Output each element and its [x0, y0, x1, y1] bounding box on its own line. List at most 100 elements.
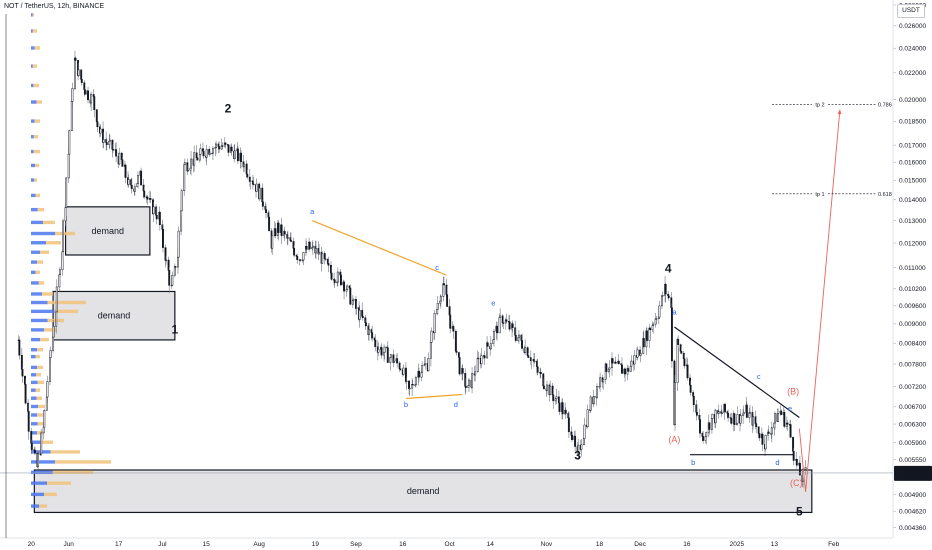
candle-body: [508, 321, 511, 330]
candle-body: [102, 139, 105, 143]
candle-body: [430, 330, 433, 343]
volume-profile-bar-buy: [31, 440, 41, 444]
volume-profile-bar-buy: [31, 119, 35, 123]
target-label-bg: [812, 101, 828, 108]
candle-body: [283, 231, 286, 235]
candle-body: [133, 186, 136, 192]
candle-body: [627, 368, 630, 372]
candle-body: [686, 364, 689, 379]
candle-body: [349, 287, 352, 305]
candle-body: [517, 334, 520, 339]
candle-body: [446, 294, 449, 307]
candle-body: [224, 142, 227, 145]
candle-body: [74, 57, 77, 61]
candle-body: [424, 363, 427, 365]
candle-body: [90, 94, 93, 104]
symbol-title[interactable]: NOT / TetherUS, 12h, BINANCE: [4, 3, 105, 10]
volume-profile-bar-buy: [31, 354, 36, 359]
volume-profile-bar-buy: [31, 149, 34, 154]
time-axis: 20 Jun 17 Jul 15 Aug 19 Sep 16 Oct 14 Nov 18 Dec 16 202…: [0, 537, 893, 548]
candle-body: [371, 332, 374, 339]
current-price-value: 0.005295: [899, 467, 926, 474]
candle-body: [792, 450, 795, 461]
price-tick-label: 0.017000: [899, 142, 926, 149]
candle-body: [555, 396, 558, 400]
candle-body: [486, 342, 489, 347]
candle-body: [336, 271, 339, 283]
candle-body: [186, 169, 189, 172]
volume-profile-bar-buy: [31, 292, 42, 296]
candle-body: [661, 295, 664, 297]
volume-profile-bar-buy: [31, 178, 34, 182]
volume-profile-bar-sell: [42, 292, 53, 296]
volume-profile-bar-sell: [43, 220, 55, 225]
time-tick-label: Oct: [445, 541, 455, 548]
time-tick-label: 13: [771, 541, 779, 548]
candle-body: [477, 357, 480, 360]
target-label: tp 1: [815, 192, 824, 198]
candle-body: [73, 57, 76, 89]
candle-body: [639, 353, 642, 356]
candle-body: [105, 142, 108, 145]
candle-body: [530, 358, 533, 361]
volume-profile-bar-sell: [44, 328, 57, 332]
candle-body: [321, 253, 324, 264]
price-tick-label: 0.004900: [899, 492, 926, 499]
volume-profile-bar-buy: [31, 348, 37, 352]
currency-button[interactable]: USDT: [897, 4, 925, 18]
candle-body: [804, 467, 807, 470]
demand-zone-label: demand: [407, 486, 440, 496]
candle-body: [667, 295, 670, 298]
volume-profile-bar-buy: [31, 413, 37, 417]
candle-body: [408, 380, 410, 389]
candle-body: [727, 413, 730, 418]
candle-body: [658, 305, 661, 318]
volume-profile-bar-sell: [37, 413, 43, 417]
time-tick-label: Jun: [63, 541, 74, 548]
candle-body: [324, 258, 327, 260]
candle-body: [677, 339, 680, 345]
candle-body: [358, 310, 361, 320]
candle-body: [18, 339, 21, 356]
candle-body: [55, 286, 58, 313]
candle-body: [37, 453, 40, 467]
volume-profile-bar-buy: [31, 318, 48, 323]
candle-body: [165, 259, 168, 262]
candle-body: [218, 146, 221, 150]
candle-body: [471, 373, 474, 388]
price-tick-label: 0.006700: [899, 404, 926, 411]
time-tick-label: Sep: [350, 541, 362, 548]
volume-profile-bar-sell: [32, 64, 37, 68]
candle-body: [93, 96, 96, 110]
volume-profile-bar-buy: [31, 231, 56, 236]
candle-body: [454, 330, 457, 352]
candle-body: [174, 266, 177, 268]
candle-body: [717, 411, 720, 414]
wave-label-5: 5: [796, 505, 803, 519]
candles: [17, 50, 807, 488]
volume-profile-bar-buy: [31, 396, 37, 400]
candle-body: [243, 163, 246, 168]
candle-body: [418, 370, 420, 378]
time-tick-label: 16: [399, 541, 407, 548]
candle-body: [642, 338, 645, 348]
candle-body: [421, 365, 424, 373]
volume-profile-bar-buy: [31, 241, 46, 245]
volume-profile-bar-sell: [37, 348, 43, 352]
demand-zone-label: demand: [98, 311, 131, 321]
volume-profile-bar-buy: [31, 431, 37, 435]
candle-body: [21, 368, 24, 377]
candle-body: [611, 358, 614, 364]
candle-body: [736, 414, 739, 424]
candle-body: [755, 423, 758, 428]
candle-body: [474, 371, 477, 376]
candle-body: [211, 148, 214, 154]
candle-body: [162, 228, 164, 248]
candle-body: [455, 350, 458, 353]
candle-body: [448, 306, 451, 316]
candle-body: [190, 158, 193, 169]
candle-body: [724, 403, 726, 412]
